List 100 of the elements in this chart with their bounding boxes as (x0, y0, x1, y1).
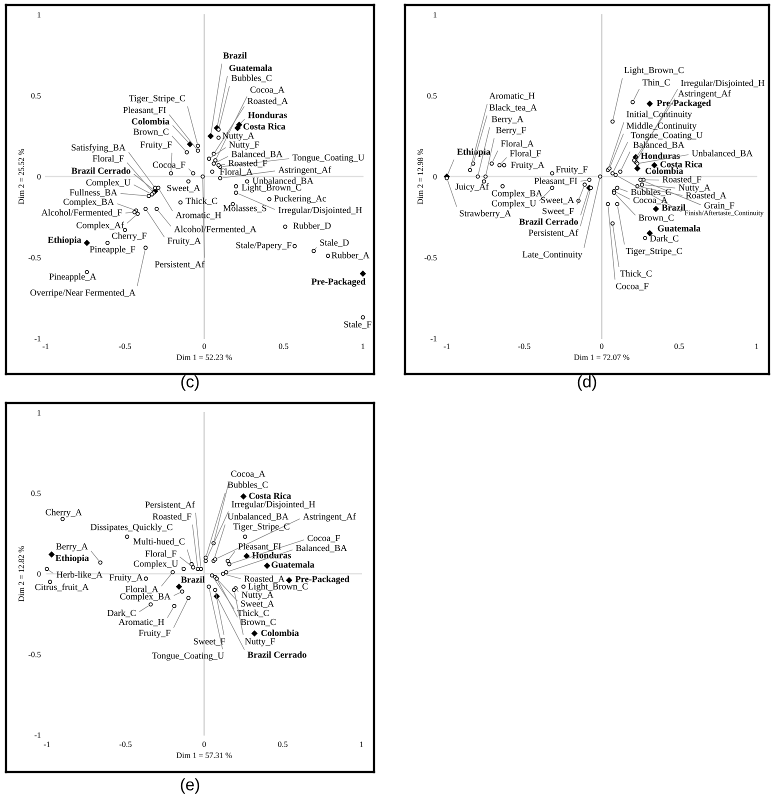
annotation: Fruity_F (140, 142, 172, 150)
annotation: Sweet_F (194, 638, 226, 646)
x-tick-label: 1 (755, 344, 758, 349)
annotation: Tongue_Coating_U (152, 652, 224, 661)
y-axis-title: Dim 2 = 25.52 % (18, 148, 24, 204)
annotation: Unbalanced_BA (692, 150, 753, 158)
annotation: Rubber_A (332, 252, 370, 260)
y-tick-label: 0 (433, 174, 437, 180)
annotation: Aromatic_H (118, 618, 164, 626)
annotation: Persistent_Af (154, 260, 205, 268)
annotation: Nutty_A (678, 184, 710, 193)
x-tick-label: 0 (600, 344, 604, 350)
annotation: Molasses_S (223, 204, 266, 212)
y-tick-label: -1 (34, 336, 41, 342)
annotation: Floral_F (510, 150, 541, 158)
annotation: Ethiopia (457, 148, 490, 157)
x-tick-label: 0 (202, 344, 206, 350)
annotation: Nutty_F (229, 142, 260, 150)
annotation: Berry_F (496, 127, 526, 136)
annotation: Initial_Continuity (626, 110, 692, 120)
annotation: Nutty_A (242, 592, 274, 600)
annotation: Irregular/Disjointed_H (681, 80, 764, 88)
x-tick-label: 0 (202, 742, 206, 748)
annotation: Guatemala (229, 64, 272, 72)
annotation: Roasted_F (228, 160, 268, 168)
annotation: Satisfying_BA (72, 144, 126, 152)
x-tick-label: 0.5 (674, 344, 684, 350)
annotation: Herb-like_A (56, 571, 103, 579)
y-tick-label: 1 (38, 12, 41, 18)
annotation: Complex_BA (492, 190, 542, 198)
annotation: Floral_A (126, 586, 158, 594)
y-axis-title: Dim 2 = 12.82 % (18, 546, 24, 602)
annotation: Cocoa_F (152, 162, 186, 169)
annotation: Roasted_A (248, 98, 288, 106)
annotation: Thin_C (642, 79, 670, 87)
annotation: Costa Rica (249, 492, 292, 499)
annotation: Fruity_A (168, 238, 201, 246)
annotation: Complex_BA (63, 198, 114, 207)
annotation: Complex_U (86, 179, 130, 188)
annotation: Roasted_F (662, 176, 702, 184)
annotation: Complex_U (134, 560, 178, 569)
annotation: Roasted_A (244, 575, 285, 583)
annotation: Tongue_Coating_U (292, 154, 364, 162)
text: (e) (180, 778, 200, 794)
annotation: Alcohol/Fermented_F (41, 209, 122, 217)
annotation: Pleasant_FI (534, 178, 578, 186)
annotation: Persistent_Af (528, 229, 578, 237)
annotation: Pleasant_FI (123, 106, 166, 114)
annotation: Roasted_F (152, 513, 192, 521)
annotation: Honduras (248, 112, 287, 118)
annotation: Dissipates_Quickly_C (90, 524, 172, 532)
y-axis-title: Dim 2 = 12.98 % (418, 148, 424, 204)
annotation: Irregular/Disjointed_H (278, 206, 362, 216)
annotation: Brown_C (638, 214, 674, 222)
annotation: Bubbles_C (228, 481, 268, 489)
annotation: Brazil (223, 52, 247, 59)
annotation: Fruity_F (138, 630, 170, 638)
x-tick-label: -1 (42, 344, 49, 349)
annotation: Costa Rica (660, 160, 702, 168)
x-tick-label: 0.5 (278, 742, 288, 748)
y-tick-label: 0 (37, 571, 41, 577)
text: (c) (181, 375, 199, 391)
y-tick-label: -0.5 (28, 254, 41, 260)
annotation: Cocoa_F (616, 283, 648, 290)
annotation: Ethiopia (56, 554, 89, 563)
annotation: Cocoa_A (250, 86, 285, 94)
annotation: Tongue_Coating_U (630, 132, 703, 140)
x-axis-title: Dim 1 = 52.23 % (176, 354, 232, 360)
x-tick-label: 0.5 (278, 344, 288, 350)
annotation: Aromatic_H (176, 212, 222, 220)
annotation: Costa Rica (243, 123, 286, 130)
annotation: Pre-Packaged (656, 100, 711, 108)
annotation: Ethiopia (48, 236, 82, 245)
y-tick-label: 0.5 (31, 93, 41, 99)
annotation: Sweet_A (541, 196, 574, 204)
annotation: Balanced_BA (296, 544, 348, 552)
annotation: Guatemala (658, 224, 700, 232)
annotation: Overripe/Near Fermented_A (30, 289, 136, 298)
annotation: Pre-Packaged (311, 278, 366, 287)
x-tick-label: -0.5 (119, 742, 132, 748)
annotation: Brazil (181, 576, 205, 583)
annotation: Floral_F (145, 550, 176, 558)
annotation: Nutty_F (244, 638, 275, 646)
y-tick-label: -0.5 (424, 254, 437, 260)
annotation: Brazil Cerrado (519, 218, 578, 225)
annotation: Black_tea_A (489, 104, 537, 112)
y-tick-label: 1 (434, 12, 437, 18)
x-tick-label: 1 (362, 344, 364, 349)
annotation: Unbalanced_BA (252, 177, 314, 185)
annotation: Fruity_F (556, 166, 588, 174)
annotation: Berry_A (492, 116, 524, 124)
annotation: Brown_C (240, 618, 276, 626)
annotation: Cherry_A (46, 508, 82, 518)
annotation: Grain_F (704, 202, 734, 210)
annotation: Brazil (662, 204, 686, 211)
annotation: Floral_A (220, 168, 253, 176)
annotation: Puckering_Ac (274, 195, 326, 204)
annotation: Citrus_fruit_A (35, 584, 89, 592)
annotation: Strawberry_A (460, 210, 512, 218)
annotation: Stale_F (344, 320, 372, 329)
